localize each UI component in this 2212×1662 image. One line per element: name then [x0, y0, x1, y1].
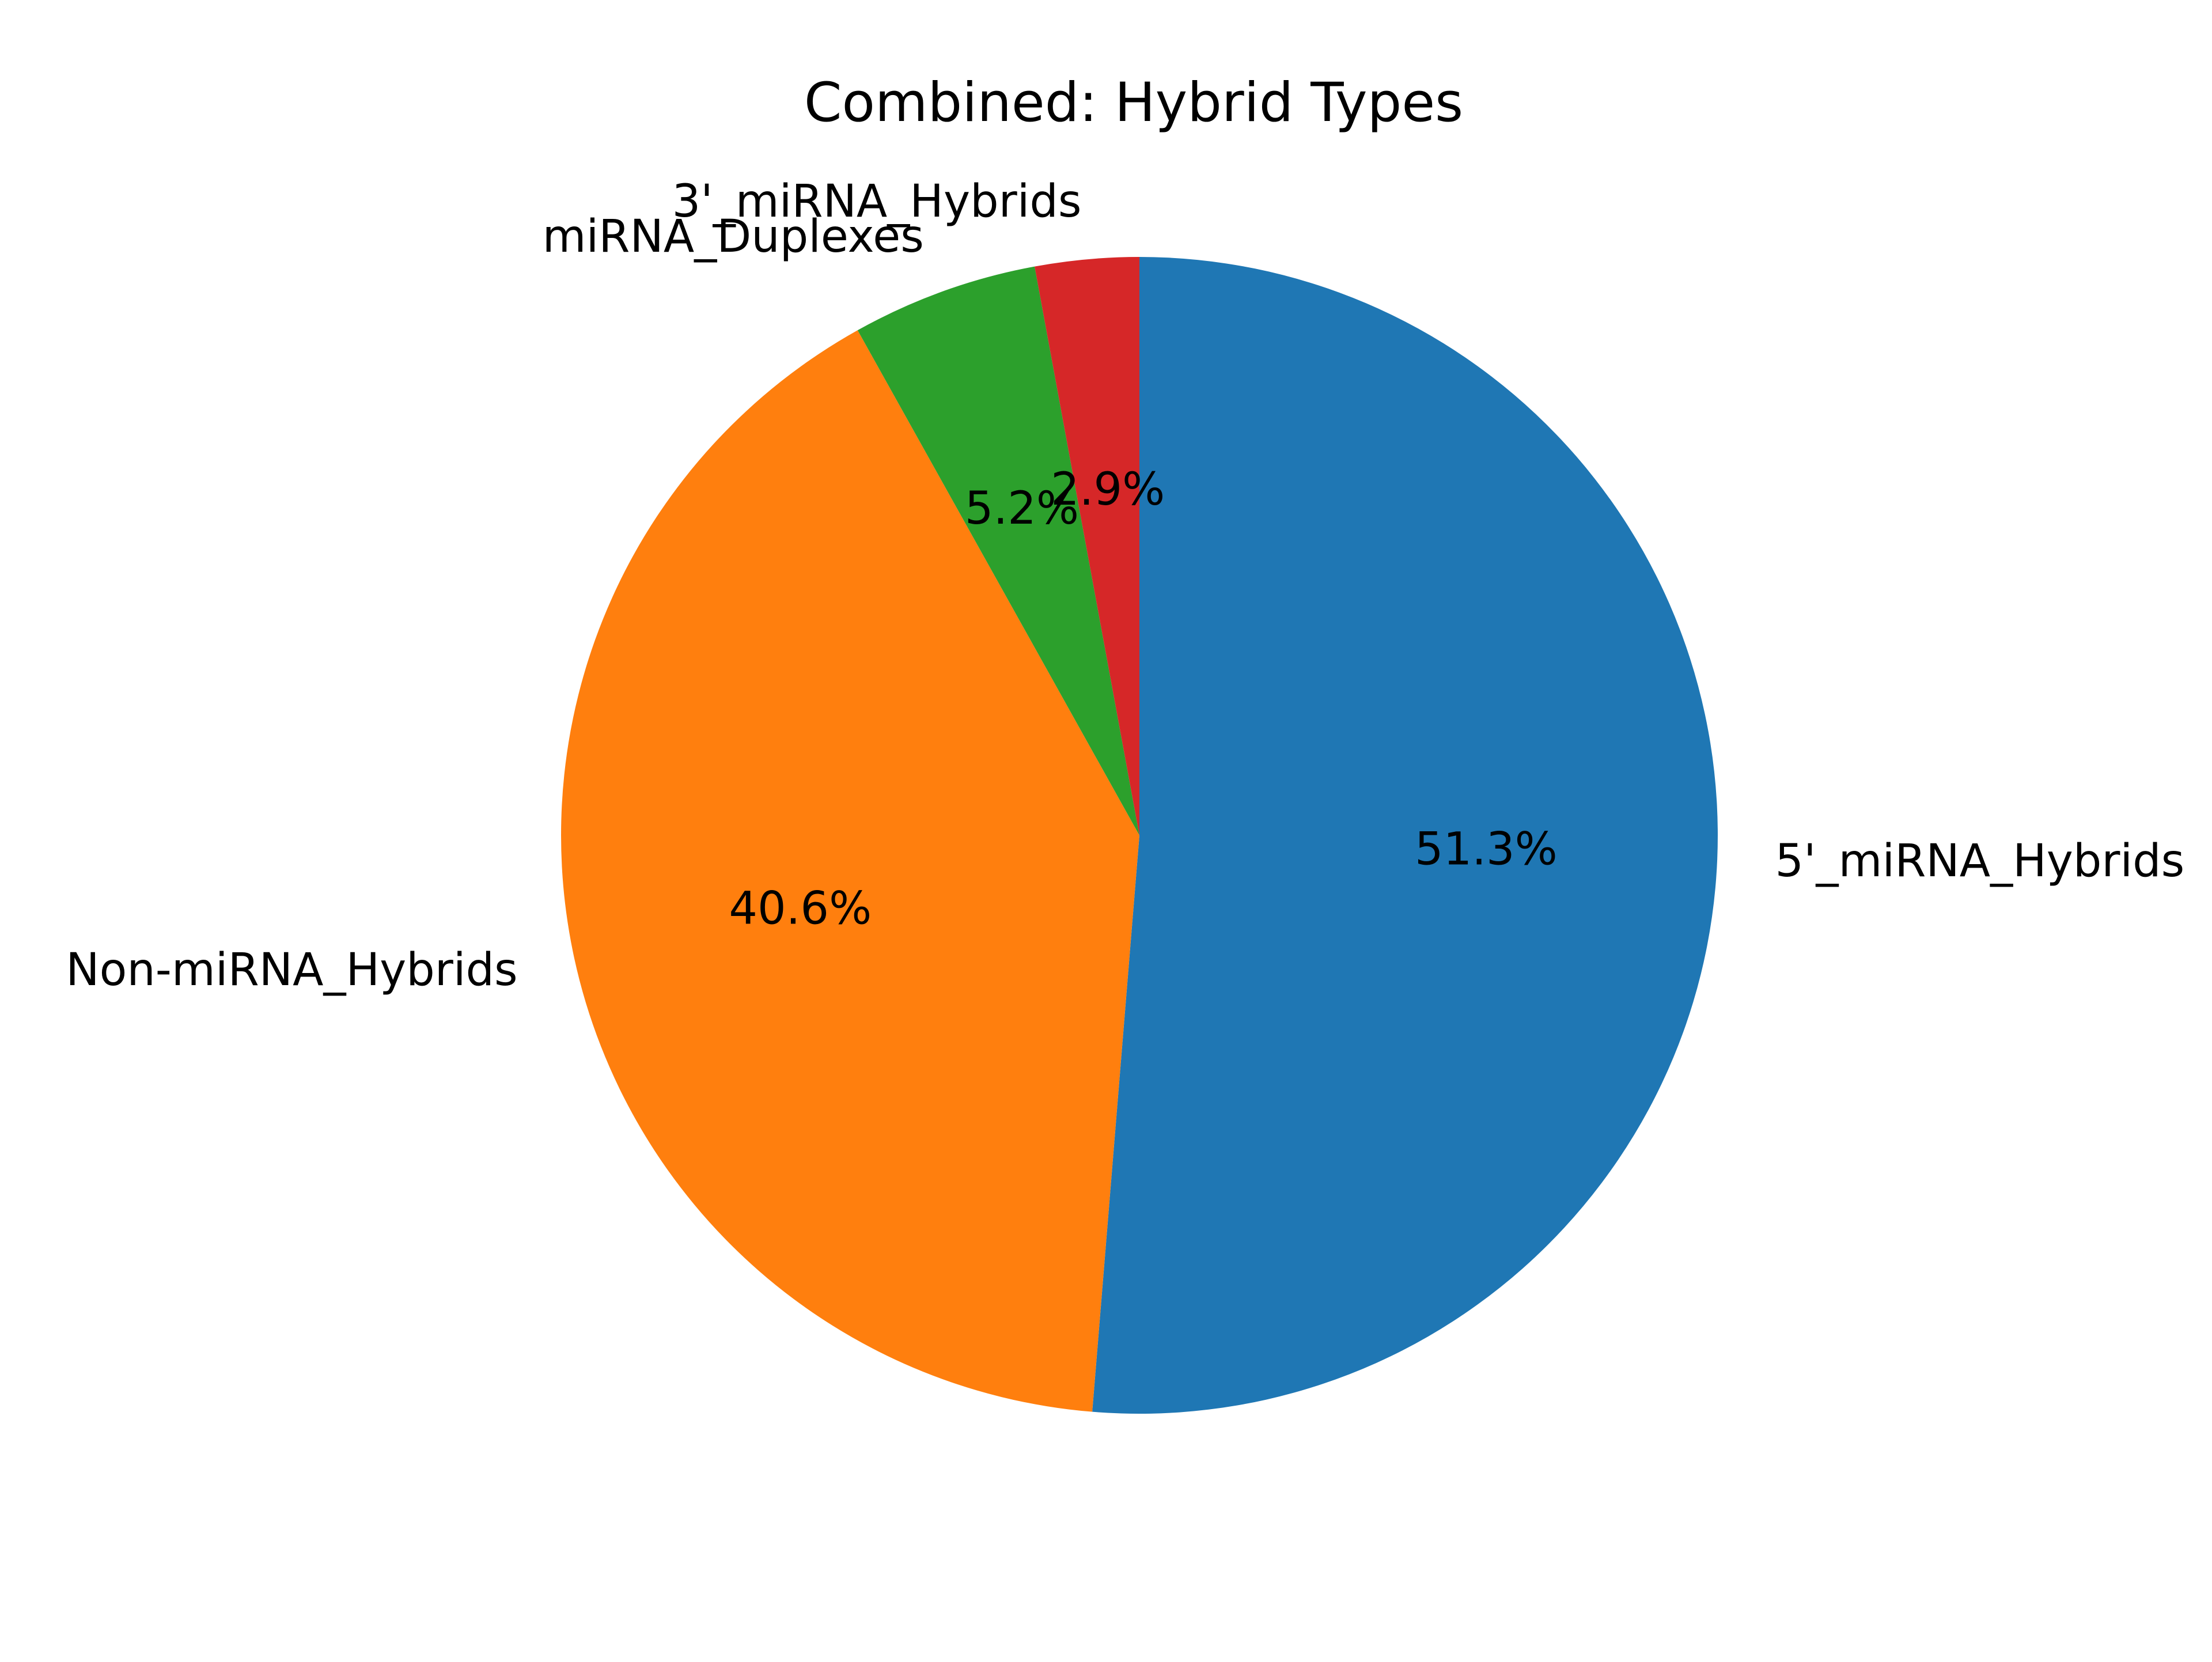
- pie-slice-3-mirna-hybrids: [1035, 257, 1139, 835]
- category-label-5-mirna-hybrids: 5'_miRNA_Hybrids: [1775, 835, 2184, 887]
- pie-slice-mirna-duplexes: [857, 266, 1139, 836]
- percent-label-3-mirna-hybrids: 2.9%: [1051, 464, 1165, 516]
- category-labels: 5'_miRNA_Hybrids Non-miRNA_Hybrids miRNA_D…: [66, 176, 2184, 996]
- pie-slice-non-mirna-hybrids: [561, 330, 1139, 1412]
- category-label-mirna-duplexes: miRNA_Duplexes: [543, 211, 924, 263]
- percent-label-5-mirna-hybrids: 51.3%: [1415, 824, 1558, 876]
- pie-slice-5-mirna-hybrids: [1092, 257, 1718, 1414]
- pie-slices: [561, 257, 1718, 1414]
- category-label-3-mirna-hybrids: 3'_miRNA_Hybrids: [672, 176, 1082, 228]
- category-label-non-mirna-hybrids: Non-miRNA_Hybrids: [66, 944, 517, 996]
- chart-title: Combined: Hybrid Types: [804, 71, 1463, 134]
- percent-label-mirna-duplexes: 5.2%: [965, 483, 1079, 535]
- percent-labels: 51.3% 40.6% 5.2%2.9%: [729, 464, 1557, 935]
- percent-label-non-mirna-hybrids: 40.6%: [729, 883, 872, 935]
